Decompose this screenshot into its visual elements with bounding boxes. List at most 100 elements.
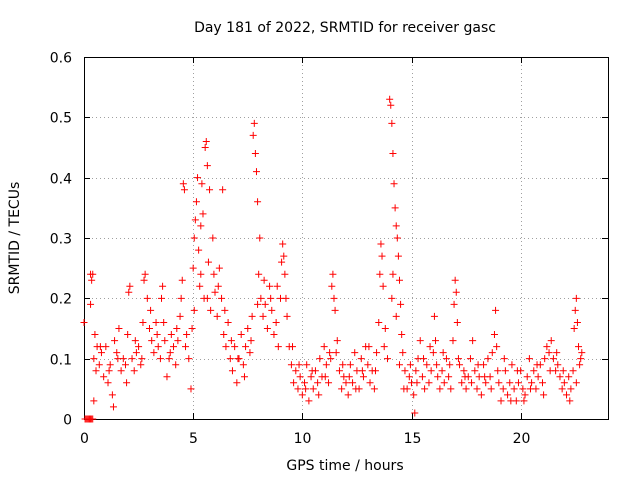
data-point	[100, 373, 108, 381]
data-point	[128, 355, 136, 363]
data-point	[124, 331, 132, 339]
data-point	[248, 312, 256, 320]
data-point	[490, 331, 498, 339]
x-tick-label: 0	[80, 431, 89, 447]
data-point	[221, 306, 229, 314]
data-point	[325, 379, 333, 387]
data-point	[198, 180, 206, 188]
data-point	[302, 385, 310, 393]
data-point	[331, 306, 339, 314]
data-point	[358, 367, 366, 375]
data-point	[393, 234, 401, 242]
data-point	[395, 276, 403, 284]
data-point	[197, 222, 205, 230]
data-point	[254, 198, 262, 206]
data-point	[461, 373, 469, 381]
data-point	[210, 270, 218, 278]
data-point	[530, 367, 538, 375]
y-tick-label: 0.4	[50, 172, 72, 188]
data-point	[430, 312, 438, 320]
data-point	[528, 379, 536, 387]
data-point	[146, 325, 153, 332]
data-point	[147, 306, 155, 314]
data-point	[494, 367, 502, 375]
data-point	[177, 294, 185, 302]
data-point	[471, 367, 479, 375]
data-point	[519, 385, 527, 393]
data-point	[473, 385, 481, 393]
data-point	[330, 294, 338, 302]
data-point	[421, 385, 429, 393]
data-point	[185, 355, 193, 363]
data-point	[182, 343, 190, 351]
data-point	[97, 349, 105, 357]
data-point	[316, 355, 324, 363]
y-tick-label: 0.3	[50, 232, 72, 248]
data-point	[438, 367, 446, 375]
data-point	[481, 373, 489, 381]
data-point	[201, 144, 209, 151]
data-point	[429, 349, 437, 357]
data-point	[108, 391, 116, 399]
data-point	[227, 337, 235, 345]
data-point	[148, 337, 156, 345]
data-point	[454, 355, 462, 363]
data-point	[500, 355, 508, 363]
data-point	[203, 162, 211, 170]
data-point	[187, 385, 195, 393]
data-point	[400, 385, 408, 393]
data-point	[196, 282, 204, 290]
data-point	[292, 367, 300, 375]
data-point	[242, 343, 250, 351]
data-point	[188, 325, 196, 332]
data-point	[153, 331, 161, 339]
data-point	[576, 361, 584, 369]
data-point	[543, 343, 551, 351]
data-point	[305, 397, 313, 405]
data-point	[90, 397, 98, 405]
data-point	[365, 343, 373, 351]
data-point	[260, 276, 268, 284]
data-point	[206, 186, 214, 194]
data-point	[377, 240, 385, 248]
data-point	[152, 318, 160, 326]
data-point	[563, 391, 571, 399]
data-point	[484, 355, 492, 363]
data-point	[135, 343, 143, 351]
data-point	[267, 294, 275, 302]
data-point	[526, 385, 534, 393]
data-point	[104, 379, 112, 387]
data-point	[423, 361, 431, 369]
chart-title: Day 181 of 2022, SRMTID for receiver gas…	[194, 20, 496, 36]
data-point	[209, 234, 217, 242]
data-point	[131, 337, 139, 345]
data-point	[132, 349, 140, 357]
data-point	[179, 180, 187, 188]
data-point	[190, 234, 198, 242]
data-point	[213, 312, 221, 320]
data-point	[439, 349, 447, 357]
data-point	[126, 282, 134, 290]
data-point	[370, 385, 378, 393]
data-point	[373, 349, 381, 357]
data-point	[520, 397, 528, 405]
data-point	[105, 367, 113, 375]
data-point	[272, 318, 280, 326]
data-point	[376, 270, 384, 278]
data-point	[114, 355, 122, 363]
data-point	[508, 361, 516, 369]
data-point	[359, 373, 367, 381]
data-point	[560, 379, 568, 387]
data-point	[504, 391, 512, 399]
data-point	[559, 367, 567, 375]
data-point	[339, 361, 347, 369]
data-point	[573, 318, 581, 326]
data-point	[298, 391, 306, 399]
data-point	[92, 367, 100, 375]
data-point	[411, 409, 419, 417]
data-point	[141, 270, 149, 278]
data-point	[211, 288, 219, 296]
data-point	[514, 379, 522, 387]
data-point	[159, 282, 167, 290]
